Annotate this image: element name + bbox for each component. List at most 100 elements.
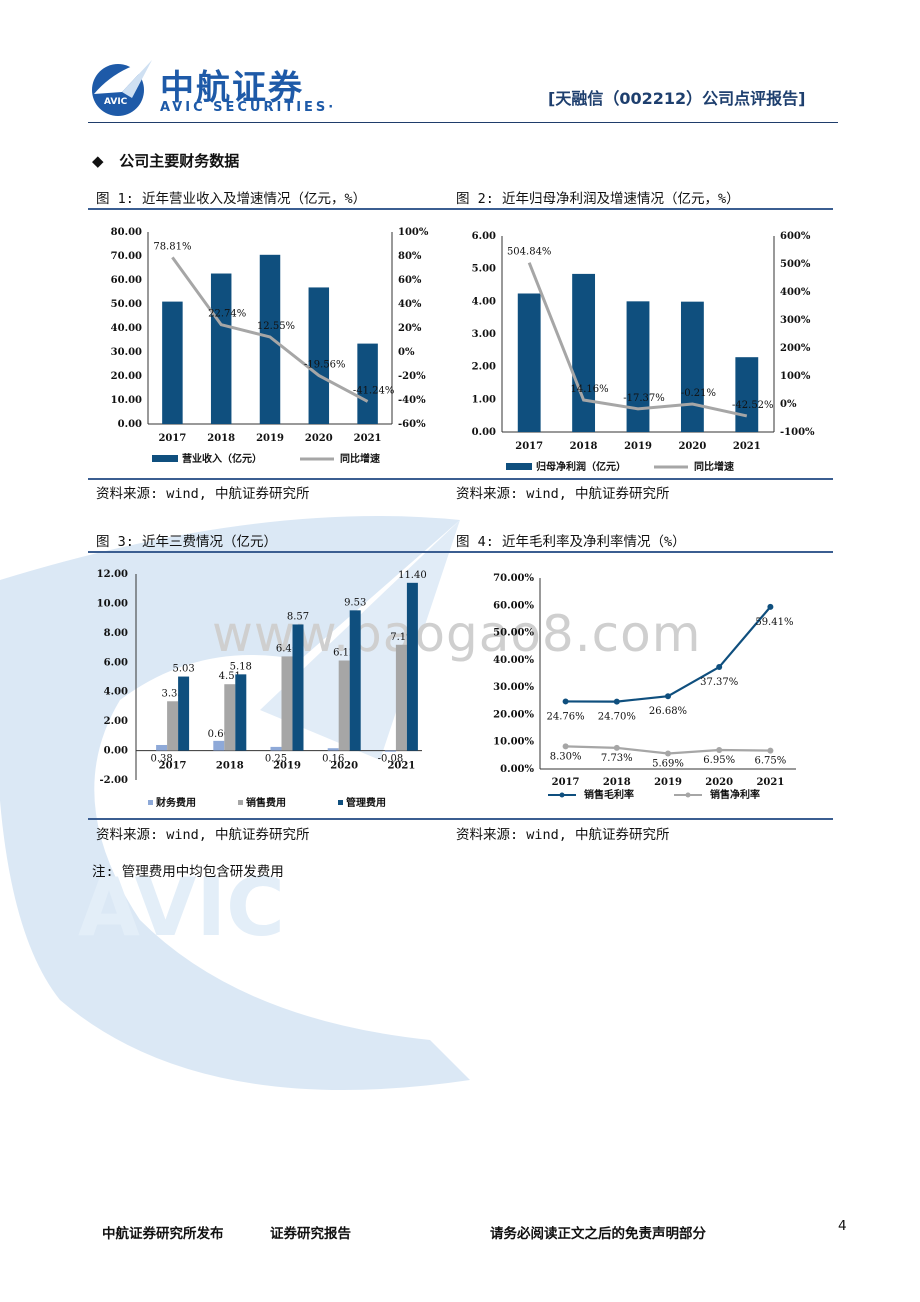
bar [308, 287, 330, 424]
figure-2-title: 图 2: 近年归母净利润及增速情况（亿元，%） [456, 191, 740, 207]
y-right-tick-label: 80% [398, 251, 422, 262]
legend-bar-label: 归母净利润（亿元） [536, 460, 626, 473]
report-title: [天融信（002212）公司点评报告] [548, 89, 806, 108]
growth-data-label: 78.81% [153, 241, 191, 252]
x-tick-label: 2021 [733, 441, 761, 452]
data-label: 5.69% [652, 758, 684, 769]
watermark-avic-text: AVIC [78, 861, 285, 954]
y-left-tick-label: 4.00 [472, 296, 496, 307]
page-number: 4 [838, 1218, 847, 1234]
x-tick-label: 2019 [256, 433, 284, 444]
y-left-tick-label: 0.00 [472, 427, 496, 438]
bar [384, 750, 396, 752]
legend-swatch [148, 800, 153, 805]
figure-row-1-bottom-rule [88, 478, 833, 480]
growth-data-label: -19.56% [304, 359, 346, 370]
bar [327, 748, 339, 751]
y-left-tick-label: 80.00 [111, 227, 142, 238]
y-tick-label: 0.00% [500, 764, 534, 775]
y-left-tick-label: 20.00 [111, 371, 142, 382]
growth-data-label: 12.55% [257, 321, 295, 332]
y-left-tick-label: 6.00 [472, 231, 496, 242]
data-label: 8.57 [287, 611, 309, 622]
footer-publisher: 中航证券研究所发布 [102, 1226, 224, 1242]
series-point [716, 747, 723, 754]
y-left-tick-label: 70.00 [111, 251, 142, 262]
x-tick-label: 2018 [603, 777, 631, 788]
bar [357, 343, 378, 424]
series-point [665, 693, 671, 700]
legend-line-label: 同比增速 [694, 460, 734, 473]
figure-3-title: 图 3: 近年三费情况（亿元） [96, 534, 278, 550]
data-label: 5.03 [172, 664, 194, 675]
data-label: 0.16 [322, 754, 344, 765]
footer-report-type: 证券研究报告 [270, 1226, 351, 1242]
bar [517, 293, 541, 432]
bar [162, 301, 183, 424]
series-point [716, 664, 723, 671]
x-tick-label: 2020 [330, 761, 358, 772]
growth-line [527, 262, 748, 418]
data-label: 0.66 [208, 729, 230, 740]
chart-2-net-profit: 0.00 1.00 2.00 3.00 4.00 5.00 6.00 -100% 0% 100% 2… [472, 231, 815, 473]
growth-data-label: -41.24% [353, 385, 395, 396]
y-right-tick-label: 600% [780, 231, 811, 242]
series-point [767, 747, 774, 754]
bar [735, 357, 759, 432]
header-divider [88, 122, 838, 123]
legend-label: 销售费用 [246, 796, 286, 809]
data-label: 4.51 [219, 671, 241, 682]
data-label: 37.37% [700, 677, 738, 688]
figure-row-2-bottom-rule [88, 818, 833, 820]
x-tick-label: 2020 [305, 433, 333, 444]
x-tick-label: 2017 [515, 441, 543, 452]
data-label: 6.40 [276, 643, 298, 654]
bar [338, 660, 350, 751]
series-point [562, 698, 569, 705]
data-label: 7.19 [390, 632, 412, 643]
legend-line-label: 同比增速 [340, 452, 380, 465]
x-tick-label: 2018 [207, 433, 235, 444]
x-tick-label: 2021 [756, 777, 784, 788]
y-tick-label: 30.00% [493, 682, 534, 693]
data-label: 26.68% [649, 706, 687, 717]
y-left-tick-label: 40.00 [111, 323, 142, 334]
note-text: 注: 管理费用中均包含研发费用 [92, 864, 284, 880]
y-tick-label: 10.00% [493, 737, 534, 748]
y-right-tick-label: 400% [780, 287, 811, 298]
logo-chinese-name: 中航证券 [160, 68, 304, 108]
y-right-tick-label: 0% [780, 399, 797, 410]
figure-4-source: 资料来源: wind, 中航证券研究所 [456, 827, 670, 843]
y-left-tick-label: 60.00 [111, 275, 142, 286]
y-tick-label: 10.00 [97, 598, 128, 609]
x-tick-label: 2018 [216, 761, 244, 772]
figure-row-2-top-rule [88, 551, 833, 553]
y-right-tick-label: 40% [398, 299, 422, 310]
x-tick-label: 2017 [552, 777, 580, 788]
series-point [613, 698, 620, 705]
logo-badge: AVIC [104, 97, 128, 107]
growth-data-label: 504.84% [507, 247, 552, 258]
y-right-tick-label: -20% [398, 371, 426, 382]
chart-3-expenses: -2.00 0.00 2.00 4.00 6.00 8.00 10.00 12.00 0.38 3… [97, 569, 427, 809]
data-label: 0.25 [265, 754, 287, 765]
x-tick-label: 2017 [158, 433, 186, 444]
data-label: 8.30% [550, 751, 582, 762]
y-tick-label: 8.00 [104, 628, 128, 639]
legend-marker [559, 792, 565, 798]
y-right-tick-label: 200% [780, 343, 811, 354]
y-left-tick-label: 3.00 [472, 329, 496, 340]
chart-1-revenue: 0.00 10.00 20.00 30.00 40.00 50.00 60.00 70.00 8… [111, 227, 429, 465]
data-label: -0.08 [378, 754, 404, 765]
figure-3-source: 资料来源: wind, 中航证券研究所 [96, 827, 310, 843]
data-label: 3.35 [161, 688, 183, 699]
data-label: 6.95% [703, 755, 735, 766]
x-tick-label: 2021 [354, 433, 382, 444]
series-point [613, 744, 620, 751]
y-right-tick-label: 100% [398, 227, 429, 238]
legend-bar-swatch [152, 455, 178, 462]
y-right-tick-label: 100% [780, 371, 811, 382]
y-tick-label: 2.00 [104, 716, 128, 727]
growth-data-label: 14.16% [571, 384, 609, 395]
bar [156, 744, 168, 751]
